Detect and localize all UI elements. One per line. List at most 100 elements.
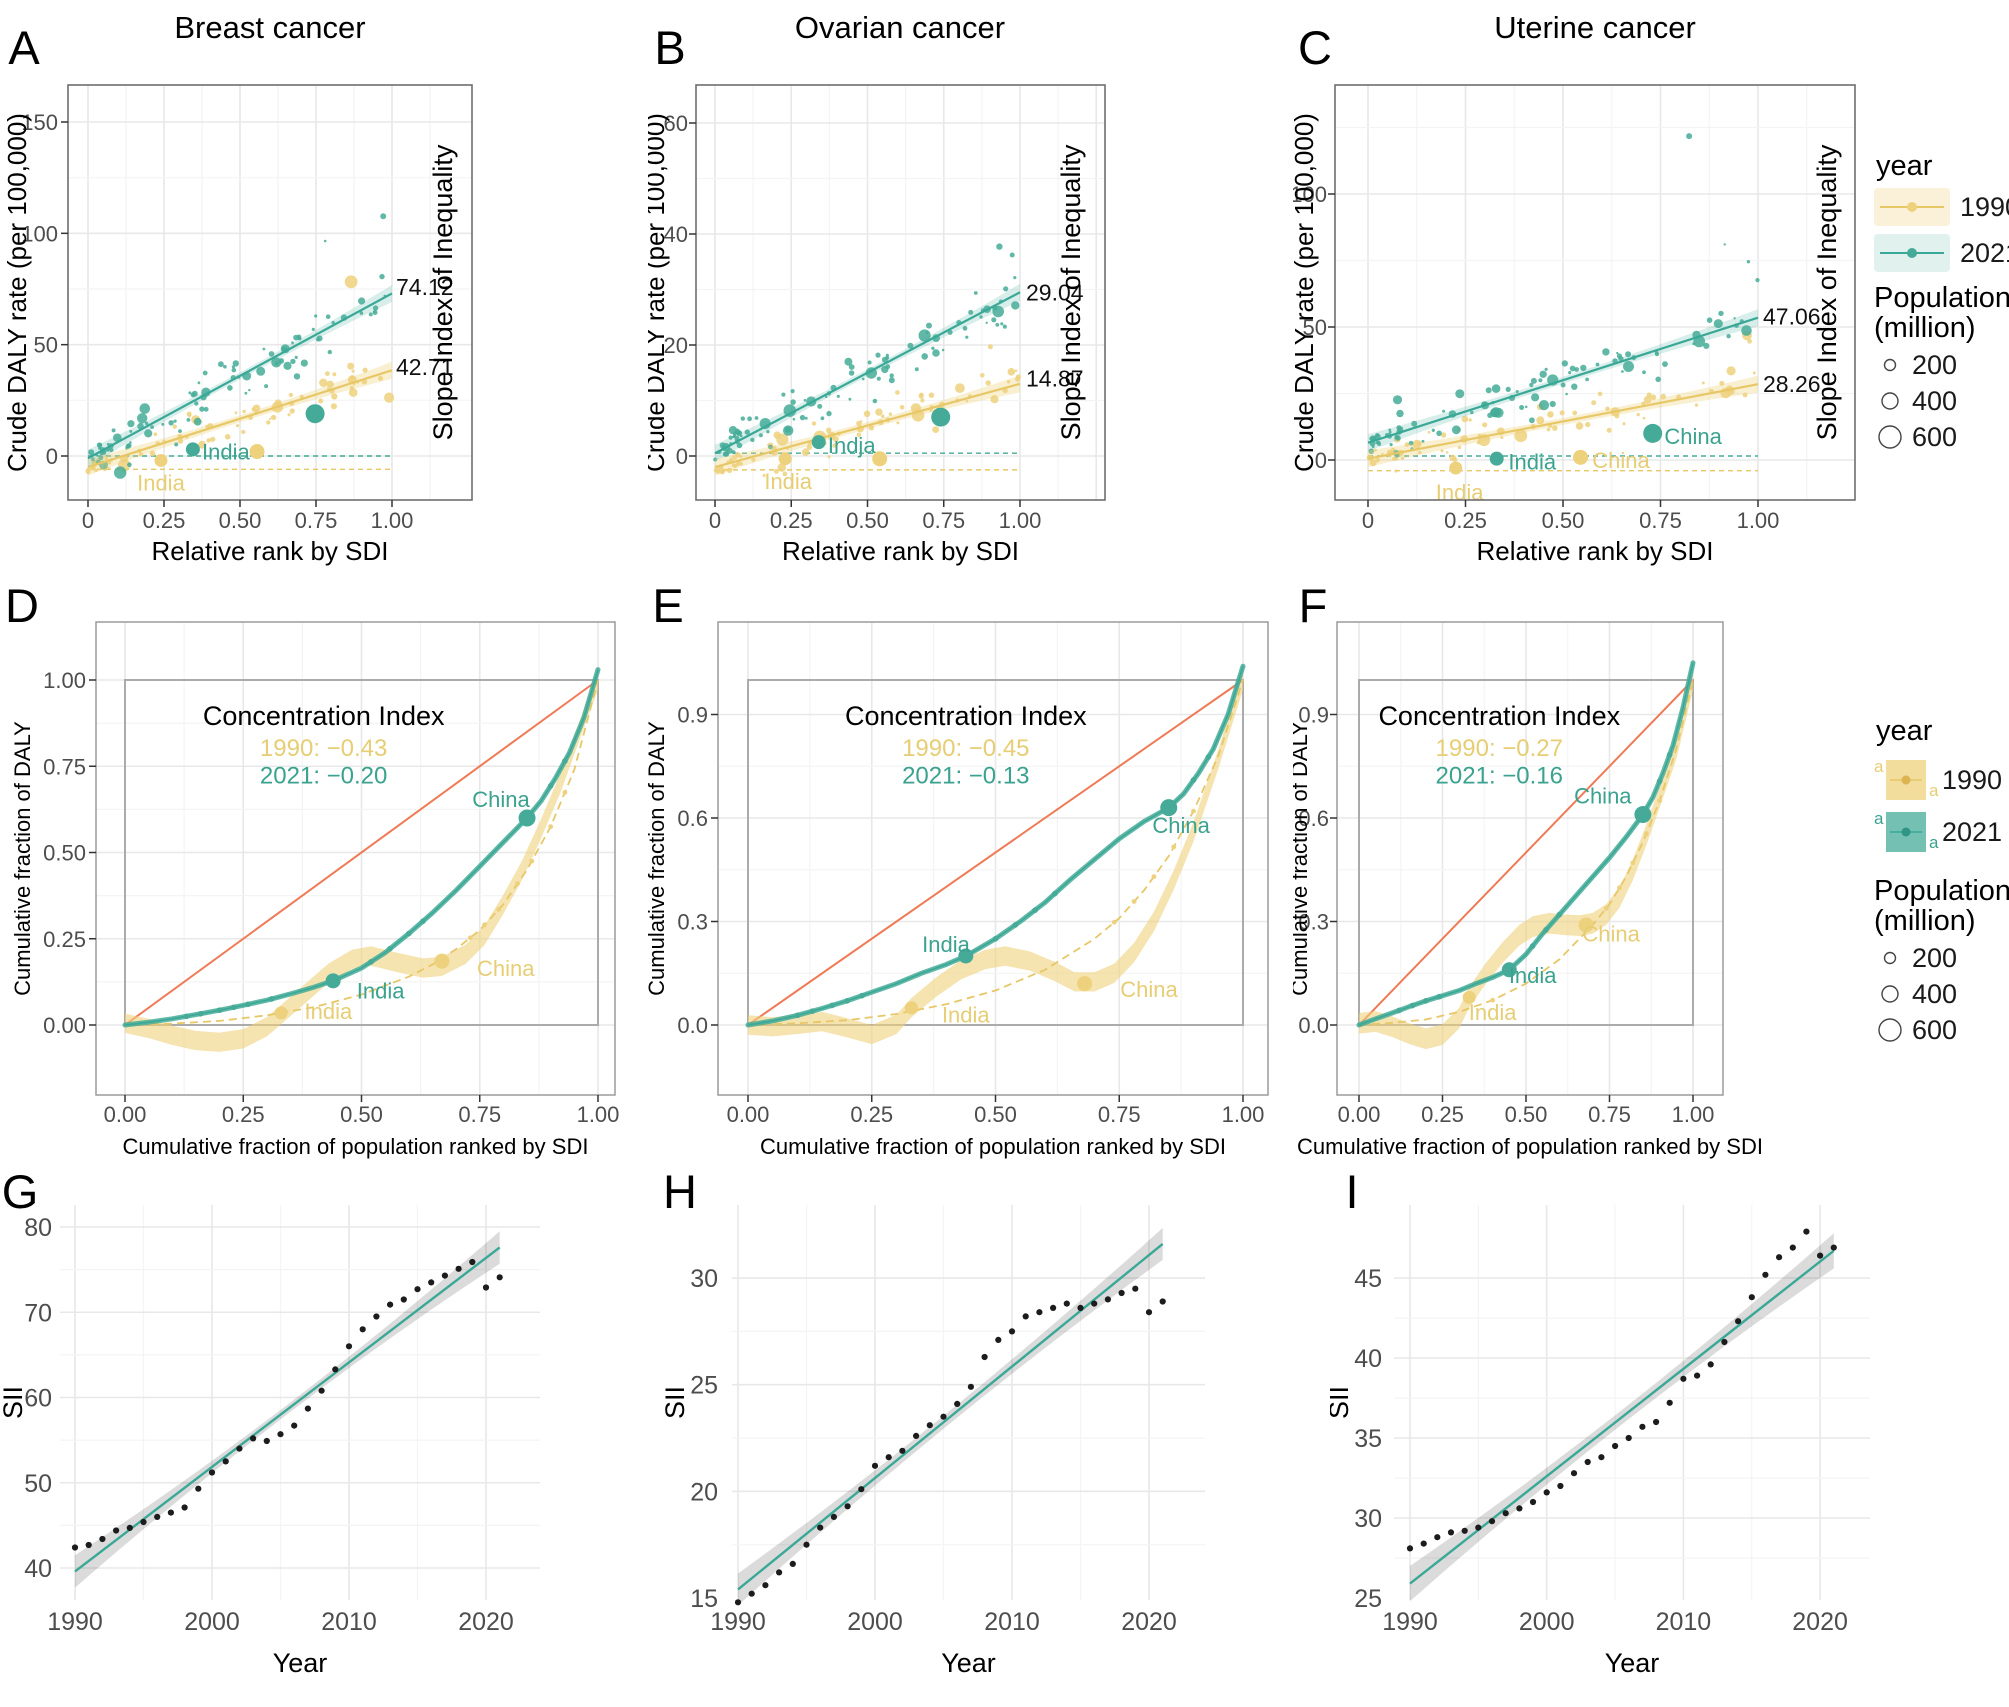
x-tick: 0.75 [922, 508, 965, 533]
y-tick: 0.50 [43, 841, 86, 866]
panel-A-svg: India India 74.12 42.71 0 0.25 0.50 0.75 1.00 0 50… [2, 10, 473, 566]
equality-line [124, 679, 599, 1026]
y-tick: 0 [46, 444, 58, 469]
y-tick: 50 [24, 1470, 52, 1498]
y-tick: 1.00 [43, 668, 86, 693]
scatter-2021 [713, 243, 1020, 462]
y-tick: 40 [664, 222, 688, 247]
x-tick: 1.00 [999, 508, 1042, 533]
legend-pop-title2: (million) [1874, 905, 1976, 937]
y-tick: 0.9 [677, 703, 708, 728]
y-tick: 20 [664, 333, 688, 358]
curve-1990 [1358, 679, 1694, 1026]
plot-border [717, 621, 1269, 1096]
x-axis-label: Relative rank by SDI [1477, 536, 1714, 566]
curve-2021-core [747, 665, 1244, 1026]
country-label: India [202, 440, 250, 465]
ci-title: Concentration Index [845, 701, 1087, 731]
panel-C-svg: India China China India 47.06 28.26 0 0.25 0.50 0… [1293, 10, 1856, 566]
country-label: India [764, 469, 812, 494]
panel-title: Breast cancer [174, 10, 365, 45]
country-dot-India [154, 453, 168, 467]
right-axis-label: Slope Index of Inequality [428, 144, 458, 440]
sii-points [71, 1258, 503, 1551]
ci-title: Concentration Index [203, 701, 445, 731]
sii-points [734, 1285, 1166, 1606]
y-tick: 35 [1354, 1425, 1382, 1453]
legend-size-label: 400 [1912, 386, 1957, 416]
legend-year-item: 2021 [1942, 817, 2002, 847]
x-tick: 2010 [321, 1608, 377, 1636]
x-tick: 0 [82, 508, 94, 533]
x-tick: 0.50 [846, 508, 889, 533]
panel-I-svg: 1990 2000 2010 2020 25 30 35 40 45 I SII Year [1330, 1165, 1870, 1678]
legend-size-label: 200 [1912, 350, 1957, 380]
x-tick: 0.25 [850, 1102, 893, 1127]
legend-row1-svg: year 1990 2021 Population(million) 200 400 600 [1874, 150, 2009, 452]
y-axis-label: Cumulative fraction of DALY [1293, 721, 1312, 996]
x-axis-label: Year [273, 1648, 328, 1678]
fit-line [1409, 1249, 1835, 1585]
x-tick: 0.75 [295, 508, 338, 533]
x-tick: 0.00 [727, 1102, 770, 1127]
country-label: China [1592, 448, 1650, 473]
plot-border [67, 84, 473, 501]
y-tick: 100 [21, 221, 58, 246]
legend-pop-title: Population [1874, 875, 2009, 907]
y-tick: 50 [1303, 315, 1327, 340]
x-tick: 1.00 [1222, 1102, 1265, 1127]
country-label: China [1664, 424, 1722, 449]
country-label-2021: India [1509, 963, 1557, 988]
country-label-1990: China [1120, 977, 1178, 1002]
x-tick: 2000 [184, 1608, 240, 1636]
legend-size-circle [1878, 425, 1902, 449]
legend-size-label: 200 [1912, 943, 1957, 973]
y-tick: 0.3 [677, 910, 708, 935]
ci-1990: 1990: −0.27 [1436, 735, 1563, 762]
sii-value-1990: 42.71 [396, 354, 454, 380]
ci-2021: 2021: −0.20 [260, 763, 387, 790]
panel-G: 1990 2000 2010 2020 40 50 60 70 80 G SII Year [0, 1160, 660, 1707]
country-label-2021: China [1152, 813, 1210, 838]
x-tick: 0.50 [340, 1102, 383, 1127]
ci-title: Concentration Index [1378, 701, 1620, 731]
y-tick: 0.6 [677, 806, 708, 831]
ci-2021: 2021: −0.13 [902, 763, 1029, 790]
legend-size-circle [1881, 392, 1899, 410]
fit-line_1990 [87, 369, 393, 469]
y-axis-label: Cumulative fraction of DALY [10, 721, 35, 996]
panel-E-svg: India China India China Concentration Index 1… [648, 579, 1269, 1159]
x-axis-label: Cumulative fraction of population ranked… [1297, 1134, 1763, 1159]
x-tick: 0 [1362, 508, 1374, 533]
legend-a-glyph: a [1929, 833, 1939, 852]
legend-year-item: 1990 [1942, 765, 2002, 795]
y-axis-label: Cumulative fraction of DALY [648, 721, 669, 996]
curve-2021-core [1358, 662, 1694, 1026]
y-axis-label: Crude DALY rate (per 100,000) [2, 113, 32, 472]
ci-1990: 1990: −0.43 [260, 735, 387, 762]
fit-line [74, 1246, 501, 1573]
y-tick: 0.00 [43, 1013, 86, 1038]
gridlines [732, 1205, 1205, 1600]
panel-H: 1990 2000 2010 2020 15 20 25 30 H SII Year [660, 1160, 1330, 1707]
legend-size-circle [1883, 951, 1897, 965]
scatter-2021 [1368, 133, 1760, 458]
panel-C: India China China India 47.06 28.26 0 0.25 0.50 0… [1293, 0, 1876, 600]
panel-letter: E [652, 579, 683, 632]
country-dot-India [1449, 461, 1463, 475]
y-axis-label: SII [1330, 1386, 1354, 1419]
x-tick: 0.75 [1588, 1102, 1631, 1127]
legend-size-label: 600 [1912, 422, 1957, 452]
curve-1990 [124, 679, 599, 1026]
legend-a-glyph: a [1929, 781, 1939, 800]
panel-letter: C [1298, 21, 1332, 74]
x-axis-label: Relative rank by SDI [152, 536, 389, 566]
x-tick: 0.25 [770, 508, 813, 533]
y-tick: 100 [1293, 182, 1327, 207]
panel-letter: D [5, 579, 39, 632]
y-tick: 60 [24, 1385, 52, 1413]
ci-2021: 2021: −0.16 [1436, 763, 1563, 790]
y-tick: 50 [34, 333, 58, 358]
y-tick: 150 [21, 110, 58, 135]
